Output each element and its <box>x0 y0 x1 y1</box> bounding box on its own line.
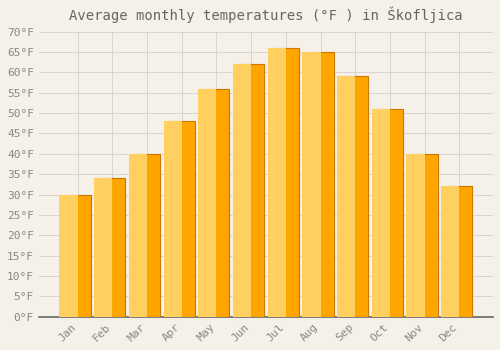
Bar <box>308 52 334 317</box>
Bar <box>64 195 90 317</box>
Bar <box>406 154 424 317</box>
Bar <box>238 64 264 317</box>
Bar <box>342 76 368 317</box>
Bar <box>302 52 320 317</box>
Bar <box>337 76 355 317</box>
Bar <box>164 121 182 317</box>
Bar <box>94 178 112 317</box>
Bar <box>446 187 472 317</box>
Bar <box>377 109 403 317</box>
Bar <box>412 154 438 317</box>
Title: Average monthly temperatures (°F ) in Škofljica: Average monthly temperatures (°F ) in Šk… <box>69 7 462 23</box>
Bar <box>372 109 390 317</box>
Bar <box>441 187 460 317</box>
Bar <box>134 154 160 317</box>
Bar <box>204 89 230 317</box>
Bar <box>268 48 286 317</box>
Bar <box>169 121 195 317</box>
Bar <box>100 178 126 317</box>
Bar <box>129 154 147 317</box>
Bar <box>198 89 216 317</box>
Bar <box>60 195 78 317</box>
Bar <box>273 48 299 317</box>
Bar <box>233 64 251 317</box>
